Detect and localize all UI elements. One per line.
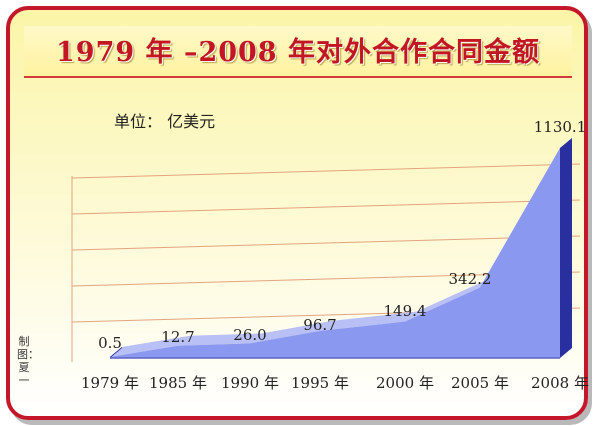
chart-title: 1979 年 –2008 年对外合作合同金额: [56, 37, 540, 68]
x-tick-label: 1995 年: [291, 374, 349, 392]
x-tick-label: 1985 年: [149, 374, 207, 392]
x-tick-label: 1979 年: [81, 374, 139, 392]
data-label: 149.4: [384, 302, 427, 320]
gridline: [71, 199, 581, 215]
data-label: 1130.1: [534, 118, 587, 136]
data-label: 26.0: [233, 326, 266, 344]
area-front-face: [110, 148, 560, 358]
x-tick-label: 2000 年: [376, 374, 434, 392]
x-tick-label: 2005 年: [451, 374, 509, 392]
gridline: [71, 163, 581, 179]
title-band: 1979 年 –2008 年对外合作合同金额: [24, 26, 572, 78]
area-side-face: [560, 138, 572, 358]
data-label: 96.7: [303, 316, 336, 334]
chart-area: [110, 138, 572, 359]
x-tick-labels: 1979 年 1985 年 1990 年 1995 年 2000 年 2005 年 2008…: [81, 374, 589, 392]
x-tick-label: 2008 年: [531, 374, 589, 392]
gridline: [71, 235, 581, 251]
data-label: 12.7: [161, 328, 194, 346]
x-tick-label: 1990 年: [221, 374, 279, 392]
unit-label: 单位： 亿美元: [114, 112, 216, 131]
data-labels: 0.5 12.7 26.0 96.7 149.4 342.2 1130.1: [98, 118, 586, 352]
data-label: 0.5: [98, 334, 122, 352]
area-left-cap: [110, 346, 122, 358]
data-label: 342.2: [449, 270, 492, 288]
